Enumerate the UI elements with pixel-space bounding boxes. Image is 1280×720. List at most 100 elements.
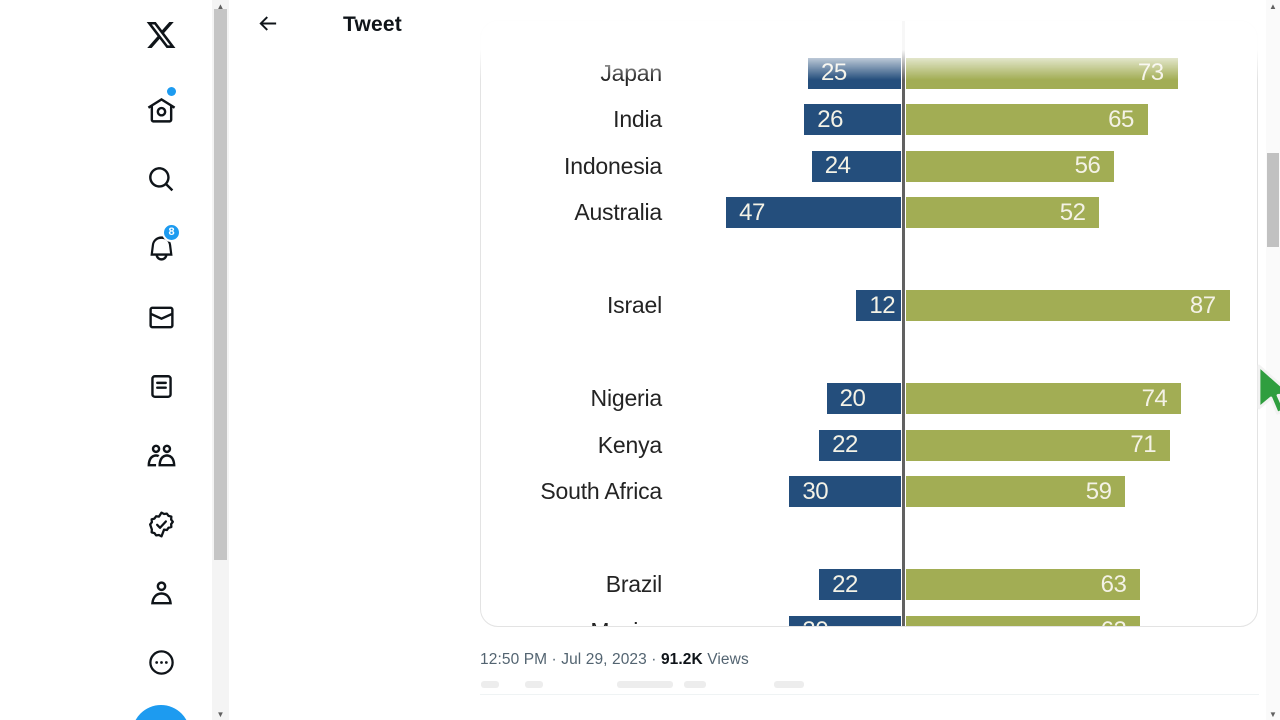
chart-row-label: Mexico [481,618,662,626]
chart-row: Kenya 22 71 [481,422,1257,469]
chart-row-label: South Africa [540,478,662,505]
chart-group: Nigeria 20 74 Kenya 22 71 South Africa 30 59 [481,376,1257,516]
bar-right-green: 59 [906,476,1126,508]
bar-value: 73 [1137,59,1164,87]
chart-row-bars: 25 73 [662,57,1257,89]
notifications-bell-icon [147,234,176,263]
bar-left-blue: 30 [789,615,901,626]
scroll-down-arrow-icon[interactable]: ▼ [1266,708,1280,720]
lists-icon [147,372,176,401]
divider [480,694,1259,695]
sidebar-item-x-home[interactable] [134,10,188,60]
chart-row: South Africa 30 59 [481,469,1257,516]
bar-left-blue: 25 [808,57,901,89]
sidebar-scrollbar-thumb[interactable] [214,9,227,560]
sidebar-item-notifications[interactable]: 8 [134,223,188,273]
bar-left-blue: 20 [826,383,901,415]
sidebar-item-communities[interactable] [134,430,188,480]
main-scrollbar[interactable]: ▲ ▼ [1266,0,1280,720]
chart-row-label: Japan [600,59,662,86]
bar-left-blue: 26 [804,104,901,136]
scroll-down-arrow-icon[interactable]: ▼ [212,708,229,720]
page-title: Tweet [343,13,402,36]
ghost-mark [684,681,706,688]
main-scrollbar-thumb[interactable] [1267,153,1279,247]
compose-tweet-button[interactable] [132,705,190,720]
home-unread-dot [167,87,176,96]
chart-row-label: Indonesia [564,152,662,179]
sidebar-item-explore[interactable] [134,154,188,204]
chart-row-bars: 30 59 [662,476,1257,508]
chart-group: Brazil 22 63 Mexico 30 63 [481,562,1257,626]
bar-left-blue: 22 [819,569,901,601]
chart-row-bars: 30 63 [662,615,1257,626]
bar-value: 56 [1074,152,1101,180]
messages-envelope-icon [147,303,176,332]
sidebar-item-lists[interactable] [134,361,188,411]
bar-right-green: 73 [906,57,1178,89]
bar-value: 26 [817,105,843,133]
chart-row-label: India [613,106,662,133]
bar-value: 87 [1189,291,1216,319]
tweet-header: Tweet [229,0,1266,50]
bar-right-green: 87 [906,290,1230,322]
bar-value: 20 [839,384,866,412]
chart-row: Australia 47 52 [481,190,1257,237]
bar-left-blue: 47 [726,197,901,229]
bar-left-blue: 24 [811,150,901,182]
bar-value: 65 [1108,105,1134,133]
chart-group: Japan 25 73 India 26 65 Indonesia 24 56 Australia… [481,50,1257,236]
notifications-badge: 8 [162,223,181,242]
sidebar-item-verified-orgs[interactable] [134,499,188,549]
search-icon [147,165,176,194]
sidebar-item-home[interactable] [134,85,188,135]
bar-value: 71 [1130,431,1157,459]
bar-left-blue: 30 [789,476,901,508]
chart-row-bars: 26 65 [662,104,1257,136]
bar-right-green: 65 [906,104,1148,136]
communities-icon [147,441,176,470]
bar-right-green: 63 [906,569,1141,601]
ghost-mark [774,681,804,688]
chart-row-bars: 22 63 [662,569,1257,601]
bar-value: 63 [1100,570,1127,598]
bar-value: 22 [832,431,858,459]
chart-row-label: Nigeria [590,385,663,412]
meta-separator: · [646,651,661,668]
sidebar-item-more[interactable] [134,637,188,687]
bar-value: 22 [832,570,858,598]
chart-row: India 26 65 [481,97,1257,144]
bar-value: 52 [1059,198,1086,226]
chart-row: Japan 25 73 [481,50,1257,97]
sidebar-scrollbar[interactable]: ▲ ▼ [212,0,229,720]
scroll-up-arrow-icon[interactable]: ▲ [1266,0,1280,12]
bar-right-green: 56 [906,150,1115,182]
bar-left-blue: 12 [856,290,901,322]
chart-row: Nigeria 20 74 [481,376,1257,423]
tweet-detail-pane: Japan 25 73 India 26 65 Indonesia 24 56 Australia… [229,0,1280,720]
bar-value: 63 [1101,617,1127,626]
bar-value: 47 [739,198,765,226]
sidebar-item-messages[interactable] [134,292,188,342]
back-button[interactable] [249,7,285,43]
bar-right-green: 63 [906,615,1141,626]
chart-row-bars: 24 56 [662,150,1257,182]
ghost-mark [617,681,673,688]
verified-badge-icon [147,510,176,539]
tweet-image-chart-card[interactable]: Japan 25 73 India 26 65 Indonesia 24 56 Australia… [480,20,1258,627]
sidebar-item-profile[interactable] [134,568,188,618]
chart-row: Brazil 22 63 [481,562,1257,609]
bar-value: 59 [1085,477,1112,505]
bar-chart: Japan 25 73 India 26 65 Indonesia 24 56 Australia… [481,21,1257,626]
bar-value: 74 [1141,384,1168,412]
chart-group: Israel 12 87 [481,283,1257,330]
bar-left-blue: 22 [819,429,901,461]
bar-value: 24 [824,152,851,180]
bar-right-green: 71 [906,429,1171,461]
tweet-meta: 12:50 PM · Jul 29, 2023 · 91.2K Views [480,651,749,669]
chart-row-bars: 20 74 [662,383,1257,415]
ghost-mark [525,681,543,688]
ghost-mark [481,681,499,688]
views-count: 91.2K [660,651,703,668]
home-icon [147,96,176,125]
